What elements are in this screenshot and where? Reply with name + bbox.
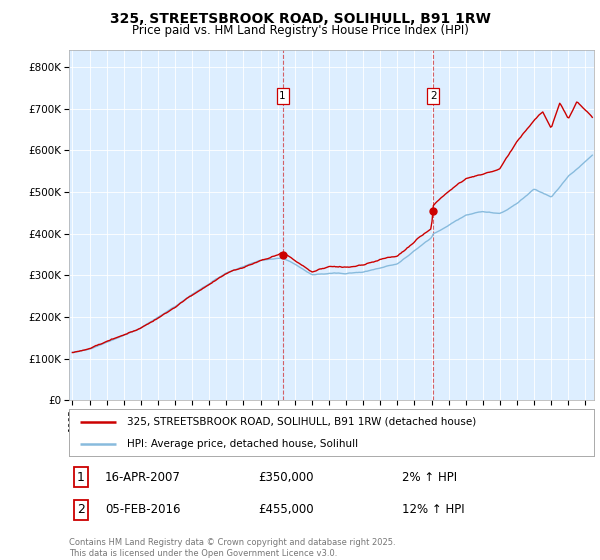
Text: 1: 1 <box>279 91 286 101</box>
Text: 325, STREETSBROOK ROAD, SOLIHULL, B91 1RW (detached house): 325, STREETSBROOK ROAD, SOLIHULL, B91 1R… <box>127 417 476 427</box>
Text: Contains HM Land Registry data © Crown copyright and database right 2025.
This d: Contains HM Land Registry data © Crown c… <box>69 538 395 558</box>
Text: 1: 1 <box>77 470 85 484</box>
Text: 16-APR-2007: 16-APR-2007 <box>105 470 181 484</box>
Text: 2: 2 <box>77 503 85 516</box>
Text: 2: 2 <box>430 91 436 101</box>
Text: 325, STREETSBROOK ROAD, SOLIHULL, B91 1RW: 325, STREETSBROOK ROAD, SOLIHULL, B91 1R… <box>110 12 490 26</box>
Text: HPI: Average price, detached house, Solihull: HPI: Average price, detached house, Soli… <box>127 438 358 449</box>
Text: £350,000: £350,000 <box>258 470 314 484</box>
Text: £455,000: £455,000 <box>258 503 314 516</box>
Text: 2% ↑ HPI: 2% ↑ HPI <box>402 470 457 484</box>
Text: 05-FEB-2016: 05-FEB-2016 <box>105 503 181 516</box>
Text: 12% ↑ HPI: 12% ↑ HPI <box>402 503 464 516</box>
Text: Price paid vs. HM Land Registry's House Price Index (HPI): Price paid vs. HM Land Registry's House … <box>131 24 469 36</box>
